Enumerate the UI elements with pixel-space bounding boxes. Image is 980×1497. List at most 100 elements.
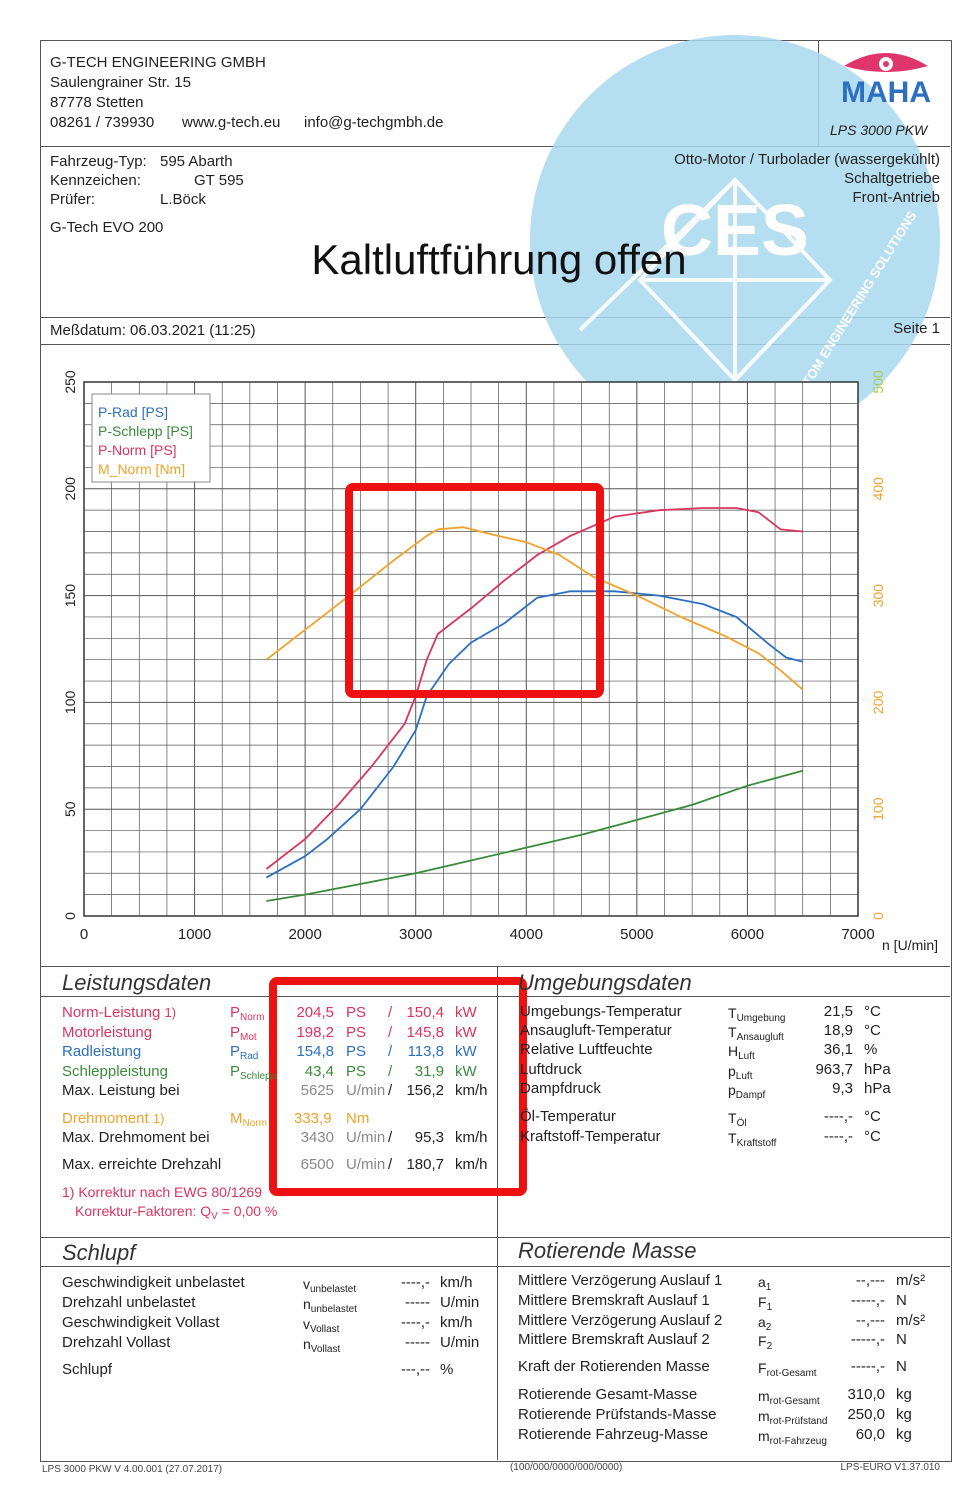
maxtorque-speed: 95,3 bbox=[414, 1129, 444, 1146]
measure-date: Meßdatum: 06.03.2021 (11:25) bbox=[50, 322, 256, 339]
section-umgebung-title: Umgebungsdaten bbox=[518, 970, 692, 995]
rotierend-row-symbol: mrot-Fahrzeug bbox=[758, 1428, 827, 1447]
umgebung-row-value: ----,- bbox=[823, 1128, 853, 1145]
schlupf-row-value: ---,-- bbox=[400, 1361, 430, 1378]
y-left-tick-label: 250 bbox=[62, 370, 78, 394]
schlupf-row-symbol: nVollast bbox=[303, 1336, 341, 1355]
leistung-row-ps: 198,2 bbox=[296, 1023, 334, 1041]
leistung-row-kw: 145,8 bbox=[406, 1023, 444, 1041]
y-left-tick-label: 150 bbox=[62, 584, 78, 608]
x-tick-label: 0 bbox=[80, 926, 88, 943]
umgebung-row-symbol: TUmgebung bbox=[728, 1005, 786, 1024]
plate-value: GT 595 bbox=[194, 172, 244, 189]
rotierend-row-unit: N bbox=[896, 1331, 907, 1348]
umgebung-row-value: 18,9 bbox=[823, 1022, 853, 1039]
maha-logo: MAHA bbox=[841, 53, 931, 109]
umgebung-row-unit: °C bbox=[864, 1108, 881, 1125]
x-tick-label: 5000 bbox=[620, 926, 653, 943]
watermark-lines bbox=[578, 177, 833, 383]
drive-type: Front-Antrieb bbox=[852, 189, 940, 206]
correction-factor: Korrektur-Faktoren: QV = 0,00 % bbox=[75, 1203, 278, 1222]
divider bbox=[497, 966, 498, 1460]
x-axis-unit: n [U/min] bbox=[882, 937, 938, 953]
umgebung-row-label: Kraftstoff-Temperatur bbox=[520, 1128, 661, 1145]
highlight-box-values bbox=[269, 977, 527, 1196]
leistung-row-ps-unit: PS bbox=[346, 1043, 367, 1060]
maxtorque-label: Max. Drehmoment bei bbox=[62, 1129, 210, 1146]
umgebung-row-value: 36,1 bbox=[823, 1041, 853, 1058]
legend-p-rad: P-Rad [PS] bbox=[98, 404, 168, 420]
page-number: Seite 1 bbox=[893, 320, 940, 337]
divider bbox=[40, 146, 950, 147]
y-right-tick-label: 400 bbox=[870, 477, 886, 501]
schlupf-row-value: ----,- bbox=[400, 1274, 430, 1291]
leistung-row-kw-unit: kW bbox=[455, 1062, 477, 1080]
rotierend-row-unit: m/s² bbox=[896, 1312, 926, 1329]
maxrpm-speed: 180,7 bbox=[406, 1156, 444, 1173]
y-left-tick-label: 100 bbox=[62, 691, 78, 715]
tune-name: G-Tech EVO 200 bbox=[50, 219, 164, 236]
rotierend-row-label: Kraft der Rotierenden Masse bbox=[518, 1358, 710, 1375]
rotierend-row-unit: N bbox=[896, 1292, 907, 1309]
leistung-row-sep: / bbox=[388, 1023, 393, 1041]
rotierend-row-label: Mittlere Bremskraft Auslauf 1 bbox=[518, 1292, 710, 1309]
maxpower-sep: / bbox=[388, 1082, 393, 1099]
umgebung-row-label: Luftdruck bbox=[520, 1061, 582, 1078]
maxtorque-speed-unit: km/h bbox=[455, 1129, 488, 1146]
divider bbox=[40, 344, 950, 345]
schlupf-row-unit: % bbox=[440, 1361, 454, 1378]
company-city: 87778 Stetten bbox=[50, 94, 144, 111]
vehicle-type-value: 595 Abarth bbox=[160, 153, 233, 170]
maxpower-speed-unit: km/h bbox=[455, 1082, 488, 1099]
leistung-row-kw: 31,9 bbox=[414, 1062, 444, 1080]
maha-logo-text: MAHA bbox=[841, 76, 931, 109]
leistung-row-label: Norm-Leistung 1) bbox=[62, 1004, 177, 1021]
company-web[interactable]: www.g-tech.eu bbox=[182, 114, 281, 131]
report-frame bbox=[40, 40, 952, 1462]
chart-legend-box bbox=[91, 393, 211, 483]
rotierend-row-symbol: F1 bbox=[758, 1294, 773, 1313]
schlupf-row-symbol: vunbelastet bbox=[303, 1276, 357, 1295]
footer-center: (100/000/0000/000/0000) bbox=[510, 1462, 623, 1473]
maxrpm-rpm-unit: U/min bbox=[346, 1156, 386, 1173]
footer-left: LPS 3000 PKW V 4.00.001 (27.07.2017) bbox=[42, 1464, 223, 1475]
series-line-1 bbox=[266, 769, 803, 902]
company-email[interactable]: info@g-techgmbh.de bbox=[304, 114, 444, 131]
umgebung-row-value: ----,- bbox=[823, 1108, 853, 1125]
tester-label: Prüfer: bbox=[50, 191, 96, 208]
rotierend-row-unit: kg bbox=[896, 1386, 912, 1403]
leistung-row-ps: 204,5 bbox=[296, 1004, 334, 1021]
schlupf-row-label: Geschwindigkeit unbelastet bbox=[62, 1274, 245, 1291]
rotierend-row-symbol: mrot-Prüfstand bbox=[758, 1408, 828, 1427]
rotierend-row-symbol: a1 bbox=[758, 1274, 772, 1293]
rotierend-row-symbol: Frot-Gesamt bbox=[758, 1360, 817, 1379]
leistung-row-label: Radleistung bbox=[62, 1043, 142, 1060]
chart-lines bbox=[265, 507, 804, 902]
vehicle-type-label: Fahrzeug-Typ: bbox=[50, 153, 147, 170]
engine-type: Otto-Motor / Turbolader (wassergekühlt) bbox=[674, 151, 940, 168]
rotierend-row-label: Mittlere Verzögerung Auslauf 2 bbox=[518, 1312, 723, 1329]
umgebung-row-unit: hPa bbox=[864, 1061, 891, 1078]
rotierend-row-value: 60,0 bbox=[855, 1426, 885, 1443]
umgebung-row-unit: °C bbox=[864, 1003, 881, 1020]
rotierend-row-label: Mittlere Verzögerung Auslauf 1 bbox=[518, 1272, 723, 1289]
umgebung-row-value: 9,3 bbox=[832, 1080, 853, 1097]
y-right-tick-label: 100 bbox=[870, 797, 886, 821]
rotierend-row-value: -----,- bbox=[850, 1292, 885, 1309]
rotierend-row-unit: kg bbox=[896, 1426, 912, 1443]
divider bbox=[40, 996, 950, 997]
rotierend-row-symbol: F2 bbox=[758, 1333, 773, 1352]
watermark: CES CUSTOM ENGINEERING SOLUTIONS bbox=[530, 35, 940, 445]
divider bbox=[40, 1237, 950, 1238]
maxtorque-rpm: 3430 bbox=[300, 1129, 334, 1146]
schlupf-row-value: ----,- bbox=[400, 1314, 430, 1331]
leistung-row-kw-unit: kW bbox=[455, 1043, 477, 1060]
y-right-tick-label: 300 bbox=[870, 584, 886, 608]
machine-model: LPS 3000 PKW bbox=[830, 122, 928, 138]
x-tick-label: 3000 bbox=[399, 926, 432, 943]
section-leistung-title: Leistungsdaten bbox=[62, 970, 212, 995]
umgebung-row-symbol: TAnsaugluft bbox=[728, 1024, 784, 1043]
x-tick-label: 7000 bbox=[841, 926, 874, 943]
rotierend-row-value: 310,0 bbox=[847, 1386, 885, 1403]
rotierend-row-unit: kg bbox=[896, 1406, 912, 1423]
